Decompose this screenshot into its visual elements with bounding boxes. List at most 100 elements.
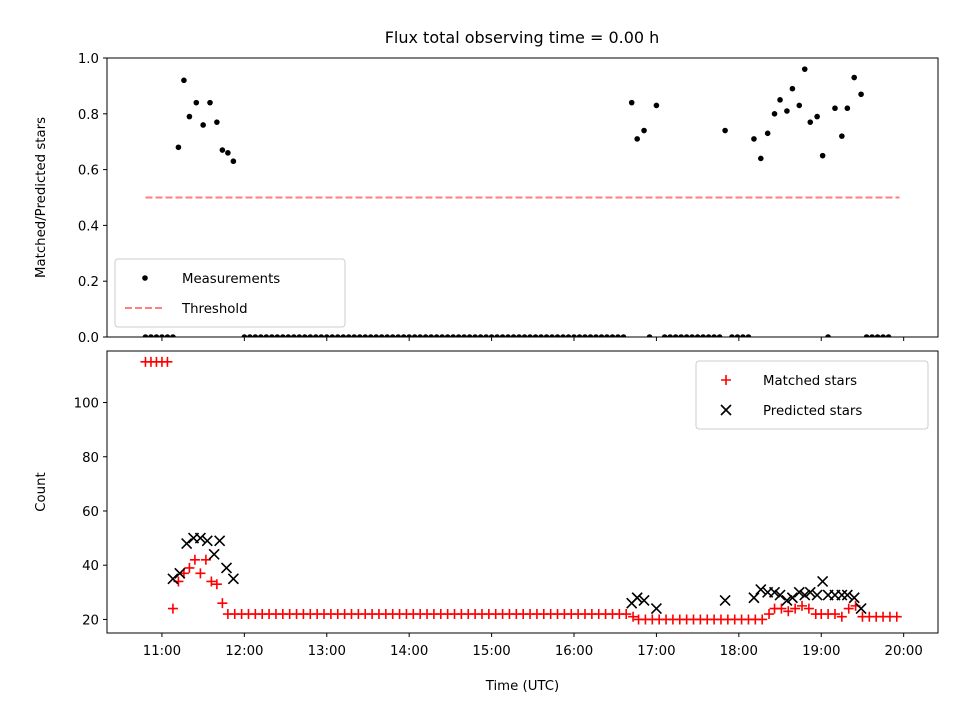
measurement-point bbox=[869, 334, 875, 337]
predicted-star-point bbox=[214, 535, 226, 547]
y-tick-label: 0.6 bbox=[78, 164, 99, 179]
measurement-point bbox=[433, 334, 440, 337]
measurement-point bbox=[683, 334, 690, 337]
predicted-star-point bbox=[220, 562, 233, 574]
matched-star-point bbox=[764, 609, 775, 620]
bottom-axes: 20 40 60 80 100 11:00 12:00 13:00 14:00 15:00 16:0… bbox=[34, 350, 939, 694]
measurement-point bbox=[801, 66, 808, 72]
predicted-star-point bbox=[768, 586, 781, 598]
measurement-point bbox=[258, 334, 264, 337]
y-tick-label: 1.0 bbox=[78, 52, 99, 67]
measurement-point bbox=[598, 334, 605, 337]
measurement-point bbox=[745, 334, 752, 337]
predicted-star-point bbox=[774, 589, 786, 601]
matched-star-point bbox=[776, 603, 787, 614]
measurement-point bbox=[406, 334, 412, 337]
plot-area bbox=[140, 356, 902, 625]
x-axis-label: Time (UTC) bbox=[485, 679, 560, 694]
predicted-star-point bbox=[848, 592, 860, 604]
predicted-star-point bbox=[174, 567, 186, 579]
measurement-point bbox=[450, 334, 456, 337]
measurement-point bbox=[400, 334, 407, 337]
measurement-point bbox=[351, 334, 358, 337]
measurement-point bbox=[722, 127, 728, 134]
measurement-point bbox=[301, 334, 308, 337]
measurement-point bbox=[549, 334, 555, 337]
x-tick-label: 12:00 bbox=[225, 644, 263, 659]
predicted-star-point bbox=[227, 573, 239, 585]
y-axis-label: Count bbox=[34, 472, 49, 512]
measurement-point bbox=[373, 334, 380, 337]
measurement-point bbox=[532, 334, 539, 337]
measurement-point bbox=[285, 334, 292, 337]
legend-box bbox=[695, 360, 929, 430]
measurement-point bbox=[832, 105, 838, 112]
measurement-point bbox=[646, 334, 653, 337]
measurement-point bbox=[587, 334, 594, 337]
measurement-point bbox=[247, 334, 253, 337]
measurement-point bbox=[142, 334, 149, 337]
measurement-point bbox=[571, 334, 577, 337]
measurement-point bbox=[175, 144, 182, 151]
legend-label: Measurements bbox=[182, 272, 280, 287]
legend-label: Predicted stars bbox=[763, 404, 862, 419]
measurement-point bbox=[148, 334, 154, 337]
measurement-point bbox=[653, 102, 660, 109]
predicted-star-point bbox=[755, 584, 767, 596]
measurement-point bbox=[851, 74, 858, 81]
measurement-point bbox=[340, 334, 347, 337]
measurement-point bbox=[672, 334, 679, 337]
matched-star-point bbox=[628, 611, 639, 622]
legend: Measurements Threshold bbox=[114, 258, 346, 328]
measurement-point bbox=[334, 334, 341, 337]
measurement-point bbox=[389, 334, 396, 337]
measurement-point bbox=[230, 158, 237, 165]
measurement-point bbox=[604, 334, 610, 337]
matched-star-point bbox=[217, 598, 228, 609]
measurement-point bbox=[807, 119, 814, 125]
measurement-point bbox=[620, 334, 627, 337]
measurement-point bbox=[538, 334, 544, 337]
measurement-point bbox=[296, 334, 303, 337]
measurement-point bbox=[170, 334, 176, 337]
predicted-star-point bbox=[811, 589, 823, 601]
y-axis-label: Matched/Predicted stars bbox=[34, 117, 49, 278]
measurement-point bbox=[758, 155, 764, 162]
y-tick-label: 0.4 bbox=[78, 219, 99, 234]
measurement-point bbox=[874, 334, 881, 337]
matched-star-point bbox=[829, 609, 840, 620]
measurement-point bbox=[582, 334, 588, 337]
legend-plus-marker bbox=[721, 375, 731, 385]
predicted-star-point bbox=[194, 532, 206, 544]
measurement-point bbox=[422, 334, 429, 337]
predicted-star-point bbox=[781, 594, 793, 607]
measurement-point bbox=[505, 334, 511, 337]
legend-label: Threshold bbox=[181, 302, 248, 317]
measurement-point bbox=[378, 334, 385, 337]
measurement-point bbox=[858, 91, 864, 98]
measurement-point bbox=[200, 122, 206, 128]
measurement-point bbox=[634, 136, 640, 142]
matched-star-point bbox=[621, 609, 632, 620]
measurement-point bbox=[764, 130, 771, 137]
x-tick-label: 14:00 bbox=[390, 644, 428, 659]
matched-star-point bbox=[797, 600, 808, 611]
x-tick-label: 20:00 bbox=[884, 644, 922, 659]
predicted-star-point bbox=[799, 589, 811, 601]
measurement-point bbox=[789, 85, 796, 92]
measurement-point bbox=[615, 334, 621, 337]
measurement-point bbox=[193, 99, 200, 106]
measurement-point bbox=[241, 334, 248, 337]
predicted-star-point bbox=[804, 586, 816, 598]
matched-star-point bbox=[803, 603, 814, 614]
matched-star-point bbox=[162, 356, 173, 367]
matched-star-point bbox=[167, 603, 178, 614]
predicted-star-point bbox=[836, 589, 848, 601]
measurement-point bbox=[384, 334, 391, 337]
y-tick-label: 40 bbox=[82, 559, 99, 574]
chart-title: Flux total observing time = 0.00 h bbox=[385, 28, 660, 47]
measurement-point bbox=[510, 334, 517, 337]
x-tick-label: 18:00 bbox=[720, 644, 758, 659]
measurement-point bbox=[593, 334, 599, 337]
